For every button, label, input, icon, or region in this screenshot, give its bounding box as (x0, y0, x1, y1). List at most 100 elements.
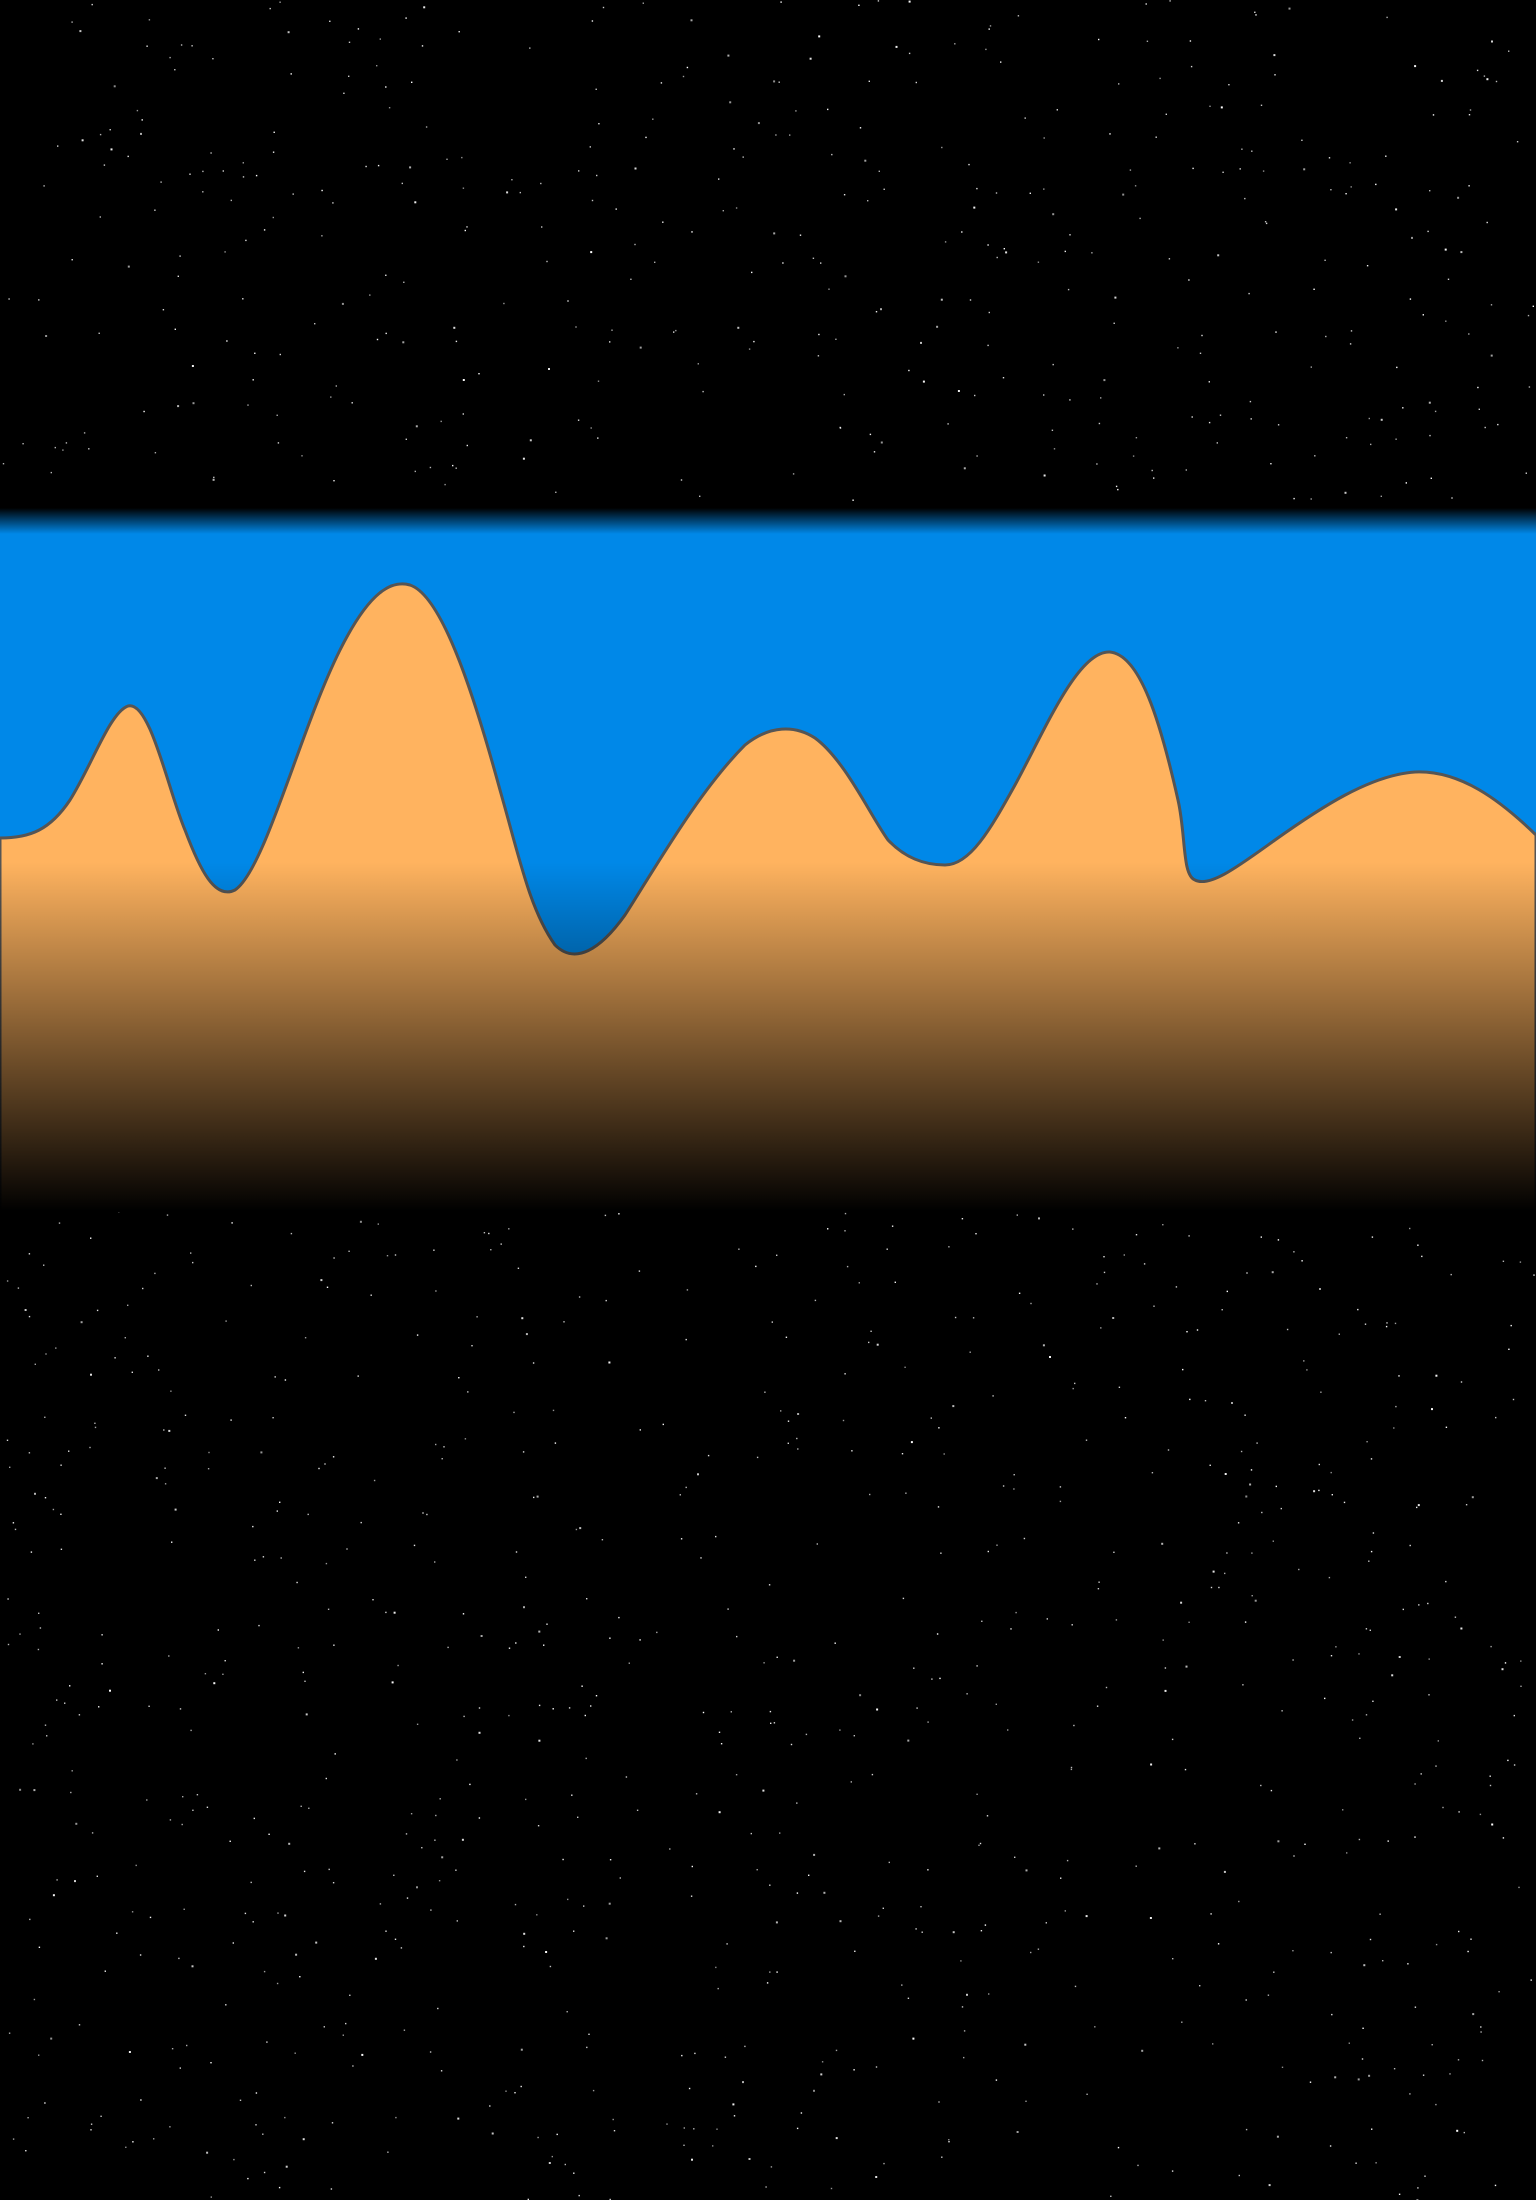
ground-shadow (0, 862, 1536, 1212)
star (1226, 1290, 1228, 1293)
star (844, 1230, 846, 1232)
star (854, 1950, 856, 1952)
star (1185, 1665, 1188, 1668)
star (552, 1409, 555, 1412)
star (1238, 2174, 1240, 2177)
star (978, 1844, 980, 1846)
star (1372, 1700, 1374, 1702)
star (691, 231, 693, 233)
star (1435, 2103, 1437, 2106)
star (776, 1254, 778, 1256)
star (1096, 463, 1098, 465)
star (608, 1902, 611, 1905)
star (1281, 2066, 1284, 2068)
star (1118, 83, 1120, 85)
star (954, 1316, 957, 1319)
star (537, 2136, 539, 2139)
star (45, 1353, 47, 1355)
star (1491, 1823, 1494, 1826)
star (206, 1806, 209, 1808)
star (1379, 1913, 1381, 1915)
star (1477, 386, 1479, 389)
star (1220, 106, 1223, 109)
star (563, 1321, 565, 1323)
star (1275, 331, 1277, 333)
star (189, 173, 191, 175)
star (1182, 1368, 1184, 1371)
star (1428, 1658, 1430, 1660)
star (1110, 2195, 1112, 2197)
star (868, 80, 870, 82)
star (683, 2127, 685, 2129)
star (33, 1998, 36, 2001)
star (1167, 1449, 1170, 1451)
star (263, 229, 266, 231)
star (180, 44, 183, 46)
star (963, 2030, 966, 2032)
star (1324, 259, 1326, 261)
star (816, 1543, 818, 1545)
star (387, 2151, 389, 2153)
star (1005, 251, 1008, 254)
star (1414, 65, 1417, 68)
star (453, 326, 456, 329)
star (1479, 1813, 1482, 1816)
star (591, 20, 594, 22)
star (1454, 1616, 1457, 1618)
star (591, 199, 594, 202)
star (1362, 2027, 1364, 2029)
star (260, 1451, 263, 1454)
star (936, 325, 939, 328)
star (94, 1426, 97, 1429)
star (604, 1214, 607, 1217)
star (1103, 1271, 1106, 1274)
star (1520, 1685, 1522, 1687)
star (168, 1655, 170, 1657)
star (207, 1468, 210, 1470)
star (730, 1711, 732, 1713)
star (1508, 1348, 1510, 1350)
star (435, 1814, 437, 1817)
star (718, 1731, 721, 1733)
star (1527, 314, 1530, 317)
star (839, 1920, 842, 1923)
star (1280, 1507, 1282, 1510)
star (869, 1493, 871, 1496)
star (421, 45, 424, 47)
star (1015, 1611, 1017, 1614)
star (169, 56, 171, 59)
star (882, 1907, 884, 1909)
star (1490, 1645, 1492, 1648)
star (577, 419, 580, 421)
star (1292, 1659, 1294, 1661)
star (70, 1791, 72, 1794)
star (255, 2092, 258, 2094)
star (1070, 1768, 1073, 1771)
star (1113, 1551, 1115, 1553)
star (411, 81, 413, 83)
star (1071, 1624, 1073, 1626)
star (1016, 1214, 1018, 1216)
star (748, 2158, 751, 2160)
star (938, 2101, 940, 2103)
star (537, 1825, 540, 1827)
star (348, 41, 351, 43)
star (483, 1232, 486, 1234)
star (686, 66, 689, 69)
star (1334, 2076, 1337, 2079)
star (894, 1281, 896, 1283)
star (588, 2033, 590, 2035)
star (1422, 2074, 1425, 2076)
star (1165, 113, 1167, 115)
star (605, 1937, 608, 1940)
star (1199, 352, 1202, 354)
star (876, 1343, 879, 1346)
star (820, 262, 822, 264)
star (146, 1799, 148, 1801)
star (817, 355, 820, 357)
star (1366, 265, 1369, 267)
star (1228, 84, 1230, 86)
star (742, 2081, 744, 2084)
star (433, 1249, 435, 1251)
star (103, 164, 106, 166)
